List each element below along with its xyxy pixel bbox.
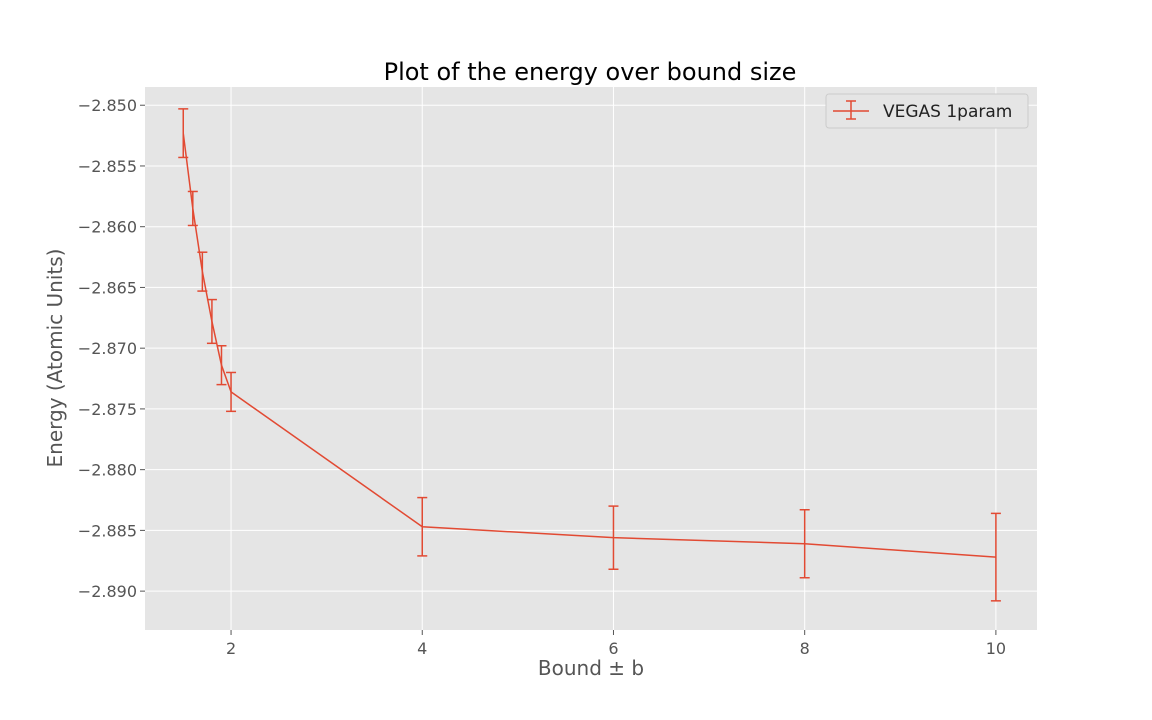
- y-tick-label: −2.890: [78, 582, 137, 601]
- legend-marker: [833, 100, 869, 120]
- y-tick-label: −2.870: [78, 339, 137, 358]
- x-tick-label: 6: [608, 639, 618, 658]
- x-tick-label: 4: [417, 639, 427, 658]
- error-bar: [608, 505, 619, 571]
- y-axis-ticks: −2.850 −2.855 −2.860 −2.865 −2.870 −2.875 −2.8…: [78, 96, 145, 601]
- y-tick-label: −2.880: [78, 461, 137, 480]
- y-tick-label: −2.885: [78, 521, 137, 540]
- error-bar: [187, 190, 198, 227]
- y-tick-label: −2.850: [78, 96, 137, 115]
- error-bar: [990, 512, 1001, 602]
- y-tick-label: −2.865: [78, 278, 137, 297]
- error-bar: [216, 344, 227, 386]
- legend-label: VEGAS 1param: [883, 102, 1012, 122]
- plot-area: [145, 87, 1037, 630]
- chart-title: Plot of the energy over bound size: [384, 58, 797, 86]
- legend-box: [825, 93, 1029, 129]
- y-axis-label: Energy (Atomic Units): [43, 249, 67, 468]
- y-tick-label: −2.855: [78, 157, 137, 176]
- series-line: [182, 133, 996, 558]
- x-tick-label: 2: [226, 639, 236, 658]
- legend: VEGAS 1param: [825, 93, 1029, 129]
- error-bar: [206, 298, 217, 345]
- error-bar: [226, 371, 237, 413]
- series-0: [178, 108, 1001, 602]
- x-tick-label: 10: [986, 639, 1006, 658]
- error-bar: [178, 108, 189, 159]
- error-bar: [417, 496, 428, 557]
- y-tick-label: −2.860: [78, 218, 137, 237]
- x-tick-label: 8: [800, 639, 810, 658]
- error-bar: [197, 251, 208, 292]
- series-layer: [178, 108, 1001, 602]
- y-tick-label: −2.875: [78, 400, 137, 419]
- grid-lines: [145, 87, 1037, 630]
- x-axis-ticks: 2 4 6 8 10: [226, 630, 1006, 658]
- x-axis-label: Bound ± b: [538, 656, 644, 680]
- error-bar: [799, 508, 810, 579]
